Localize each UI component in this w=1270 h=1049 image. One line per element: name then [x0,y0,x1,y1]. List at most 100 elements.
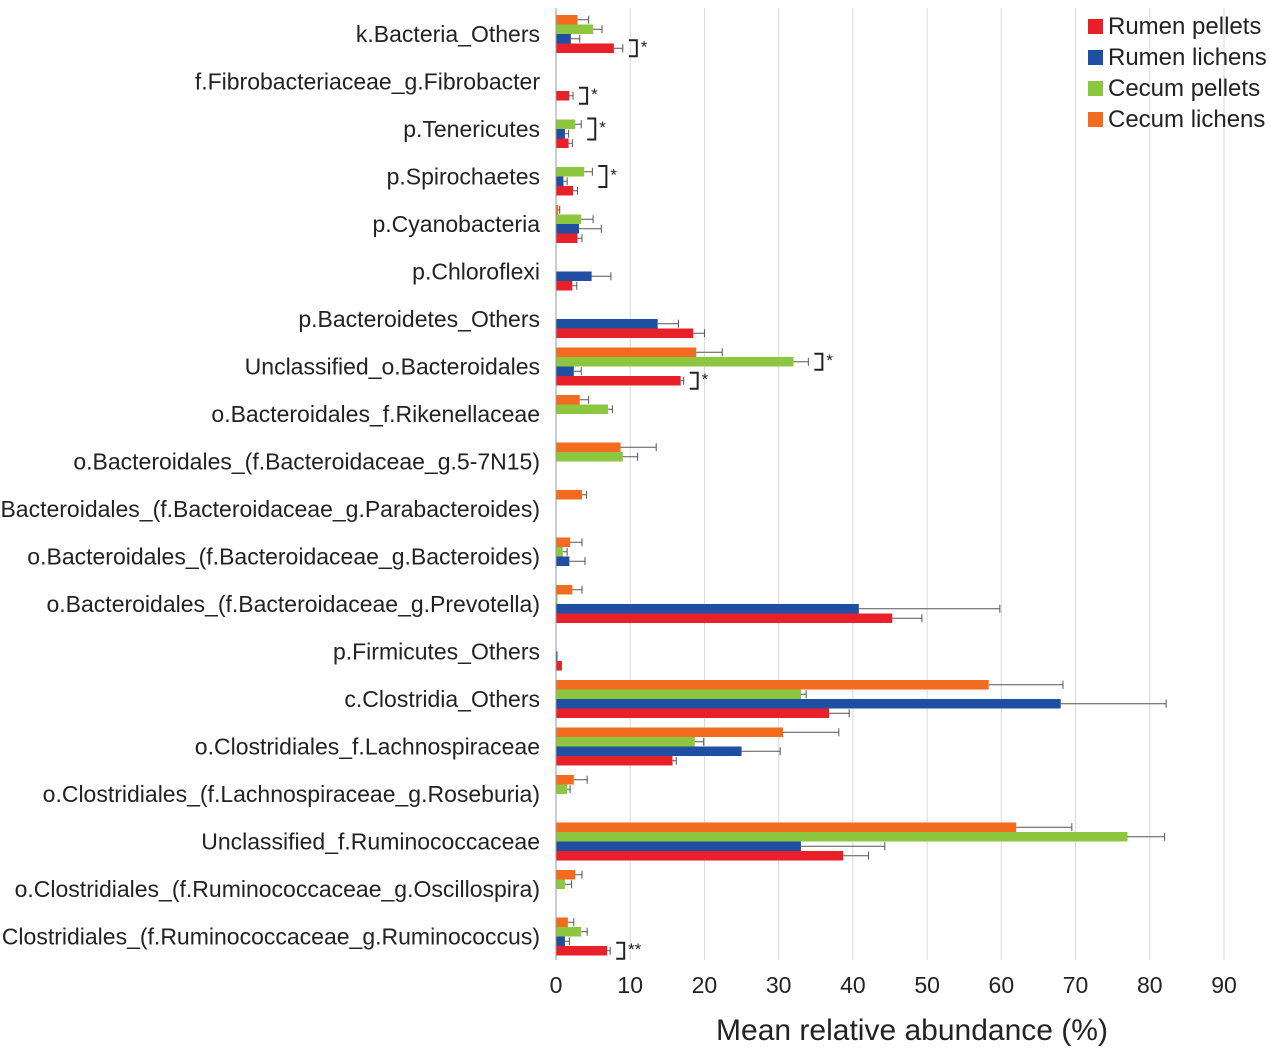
bar-cecum-pellets [556,24,594,34]
bar-rumen-lichens [556,936,565,946]
significance-bracket [689,371,699,390]
legend-item-cecum-lichens[interactable]: Cecum lichens [1088,106,1265,133]
bar-cecum-lichens [556,395,580,405]
error-bars [558,15,1167,955]
category-label: p.Bacteroidetes_Others [298,306,540,332]
significance-bracket [579,86,589,105]
bar-cecum-lichens [556,537,571,547]
category-label: p.Firmicutes_Others [333,639,540,665]
bar-rumen-lichens [556,34,571,44]
bar-cecum-lichens [556,917,568,927]
bar-cecum-pellets [556,737,695,747]
category-label: p.Spirochaetes [387,164,540,190]
x-tick-label: 20 [692,972,718,998]
legend-label: Cecum lichens [1108,106,1265,133]
bar-cecum-lichens [556,442,621,452]
x-tick-label: 10 [617,972,643,998]
x-tick-label: 70 [1063,972,1089,998]
category-label: o.Bacteroidales_(f.Bacteroidaceae_g.Prev… [46,591,540,617]
category-label: o.Bacteroidales_f.Rikenellaceae [211,401,540,427]
bar-cecum-pellets [556,784,568,794]
x-tick-label: 50 [914,972,940,998]
category-label: o.Clostridiales_(f.Ruminococcaceae_g.Osc… [15,876,540,902]
bar-cecum-pellets [556,879,565,889]
bar-rumen-lichens [556,176,564,186]
bar-cecum-pellets [556,832,1128,842]
significance-bracket [587,117,597,141]
legend-item-cecum-pellets[interactable]: Cecum pellets [1088,75,1260,102]
bar-rumen-pellets [556,91,570,101]
bar-rumen-lichens [556,604,859,614]
bar-rumen-lichens [556,129,565,139]
x-tick-label: 60 [989,972,1015,998]
bar-cecum-pellets [556,214,582,224]
bar-cecum-pellets [556,547,563,557]
legend-swatch [1088,50,1103,65]
x-tick-label: 0 [550,972,563,998]
bar-rumen-lichens [556,699,1061,709]
grid-lines [629,8,1225,960]
significance-label: * [826,351,833,370]
bar-rumen-lichens [556,224,580,234]
bar-cecum-lichens [556,775,574,785]
significance-label: * [641,37,648,56]
category-label: p.Tenericutes [403,116,540,142]
category-label: p.Chloroflexi [412,259,540,285]
significance-bracket [814,352,824,371]
legend-label: Rumen lichens [1108,44,1267,71]
bar-rumen-lichens [556,746,742,756]
category-label: o.Bacteroidales_(f.Bacteroidaceae_g.Bact… [27,544,540,570]
category-label: o.Clostridiales_f.Lachnospiraceae [195,734,540,760]
significance-label: * [599,118,606,137]
legend-swatch [1088,19,1103,34]
bar-cecum-lichens [556,727,784,737]
bar-cecum-lichens [556,870,576,880]
legend-swatch [1088,112,1103,127]
significance-bracket [628,39,638,58]
bar-cecum-pellets [556,452,623,462]
bar-rumen-pellets [556,186,574,196]
bar-rumen-lichens [556,319,658,329]
category-label: f.Fibrobacteriaceae_g.Fibrobacter [195,69,541,95]
axes: 0 10 20 30 40 50 60 70 80 90 [550,8,1237,998]
bar-rumen-pellets [556,756,673,766]
category-label: Unclassified_o.Bacteroidales [245,354,540,380]
significance-label: * [702,370,709,389]
bar-rumen-lichens [556,271,592,281]
bar-cecum-pellets [556,119,576,129]
bar-cecum-pellets [556,404,608,414]
bar-rumen-pellets [556,376,681,386]
bar-cecum-lichens [556,205,559,215]
legend-item-rumen-lichens[interactable]: Rumen lichens [1088,44,1267,71]
bar-rumen-pellets [556,233,578,243]
x-axis-title: Mean relative abundance (%) [716,1014,1108,1047]
bar-rumen-pellets [556,613,893,623]
legend-label: Rumen pellets [1108,13,1261,40]
bar-rumen-pellets [556,708,830,718]
category-label: o.Bacteroidales_(f.Bacteroidaceae_g.Para… [0,496,540,522]
bar-cecum-lichens [556,822,1017,832]
legend[interactable]: Rumen pellets Rumen lichens Cecum pellets C… [1088,13,1267,133]
significance-bracket [598,165,608,188]
legend-swatch [1088,81,1103,96]
bar-cecum-pellets [556,689,801,699]
bar-rumen-pellets [556,661,562,671]
significance-bracket [616,941,626,960]
category-label: Unclassified_f.Ruminococcaceae [201,829,540,855]
bar-cecum-pellets [556,167,585,177]
bar-cecum-lichens [556,680,989,690]
significance-label: ** [628,940,642,959]
x-tick-label: 80 [1137,972,1163,998]
bar-cecum-pellets [556,927,582,937]
legend-label: Cecum pellets [1108,75,1260,102]
significance-label: * [610,166,617,185]
category-labels: k.Bacteria_Others f.Fibrobacteriaceae_g.F… [0,21,540,950]
x-tick-label: 30 [766,972,792,998]
bar-cecum-lichens [556,15,578,25]
significance-markers: ******** [579,37,833,960]
category-label: o.Clostridiales_(f.Ruminococcaceae_g.Rum… [0,924,540,950]
bar-rumen-pellets [556,281,573,291]
legend-item-rumen-pellets[interactable]: Rumen pellets [1088,13,1261,40]
bar-rumen-lichens [556,556,570,566]
